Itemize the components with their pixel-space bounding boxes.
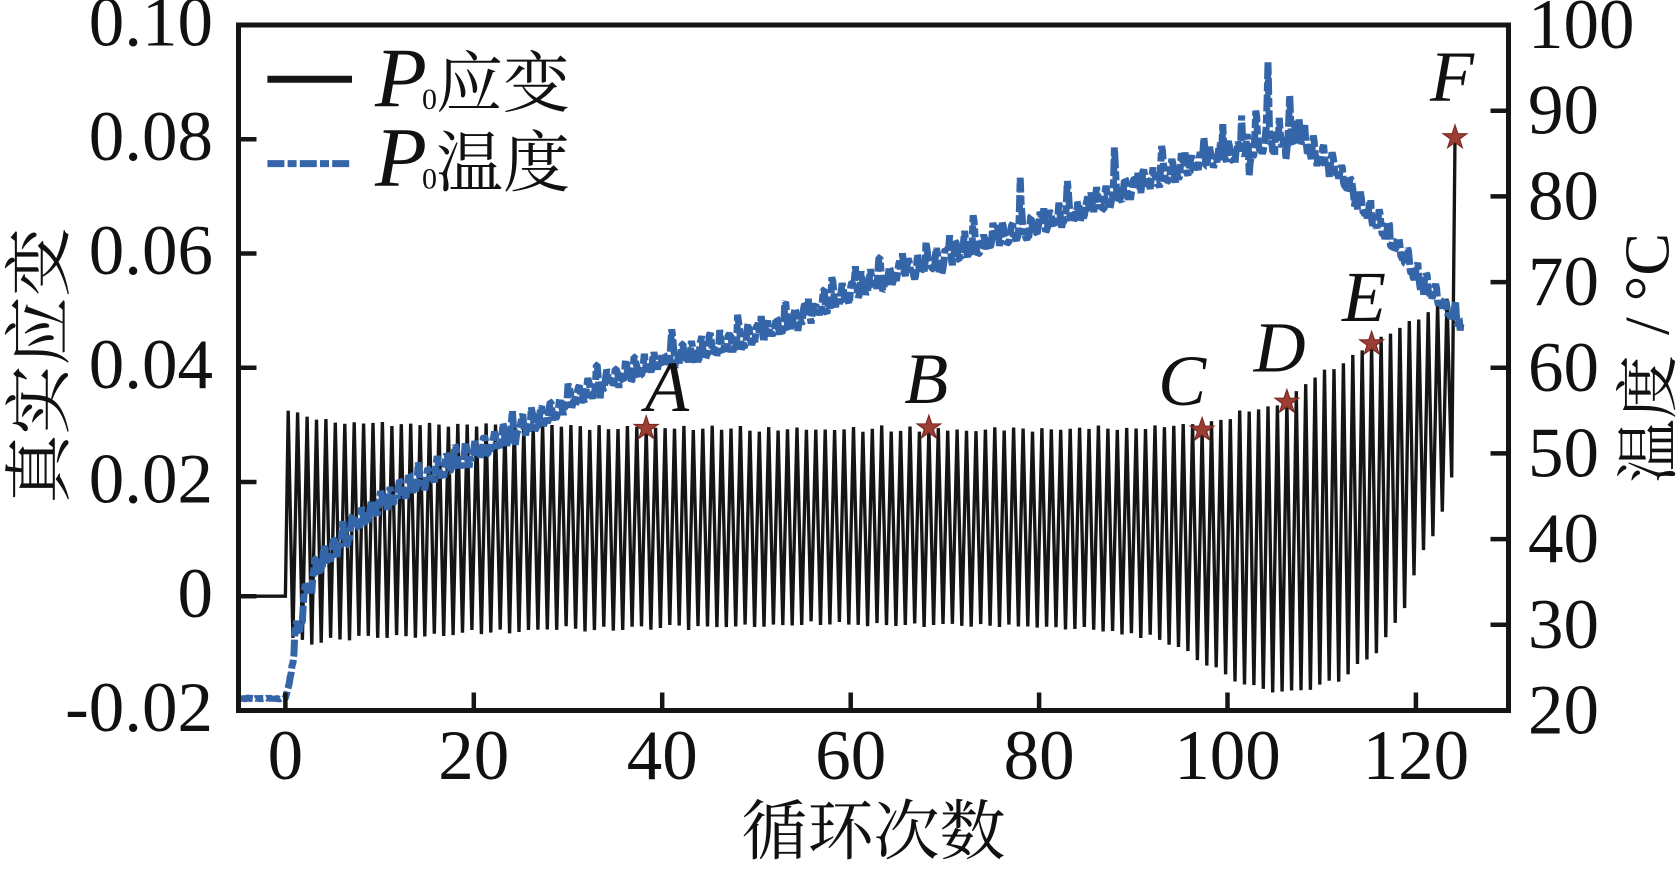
- svg-text:0: 0: [422, 162, 437, 195]
- svg-text:0.08: 0.08: [89, 98, 213, 176]
- svg-text:0: 0: [268, 717, 304, 795]
- svg-text:40: 40: [1528, 500, 1599, 578]
- svg-text:E: E: [1341, 257, 1386, 337]
- svg-text:/ °C: / °C: [1611, 233, 1678, 351]
- svg-text:-0.02: -0.02: [65, 669, 213, 747]
- svg-text:100: 100: [1528, 0, 1635, 64]
- svg-text:F: F: [1429, 37, 1475, 117]
- svg-text:A: A: [641, 347, 690, 427]
- svg-text:40: 40: [627, 717, 698, 795]
- svg-text:80: 80: [1004, 717, 1075, 795]
- svg-text:D: D: [1253, 307, 1306, 387]
- svg-text:60: 60: [815, 717, 886, 795]
- svg-text:50: 50: [1528, 414, 1599, 492]
- svg-text:P: P: [374, 111, 427, 205]
- svg-text:70: 70: [1528, 243, 1599, 321]
- svg-text:0.02: 0.02: [89, 441, 213, 519]
- svg-text:100: 100: [1174, 717, 1281, 795]
- svg-text:0.10: 0.10: [89, 0, 213, 62]
- svg-text:20: 20: [438, 717, 509, 795]
- svg-text:0.06: 0.06: [89, 212, 213, 290]
- svg-text:120: 120: [1363, 717, 1470, 795]
- svg-text:B: B: [904, 339, 948, 419]
- svg-text:60: 60: [1528, 329, 1599, 407]
- svg-text:0: 0: [422, 83, 437, 116]
- svg-text:0.04: 0.04: [89, 326, 213, 404]
- svg-text:P: P: [374, 31, 427, 125]
- svg-text:90: 90: [1528, 72, 1599, 150]
- svg-text:30: 30: [1528, 586, 1599, 664]
- svg-text:C: C: [1158, 341, 1207, 421]
- svg-text:80: 80: [1528, 157, 1599, 235]
- svg-text:0: 0: [178, 555, 214, 633]
- svg-text:20: 20: [1528, 672, 1599, 750]
